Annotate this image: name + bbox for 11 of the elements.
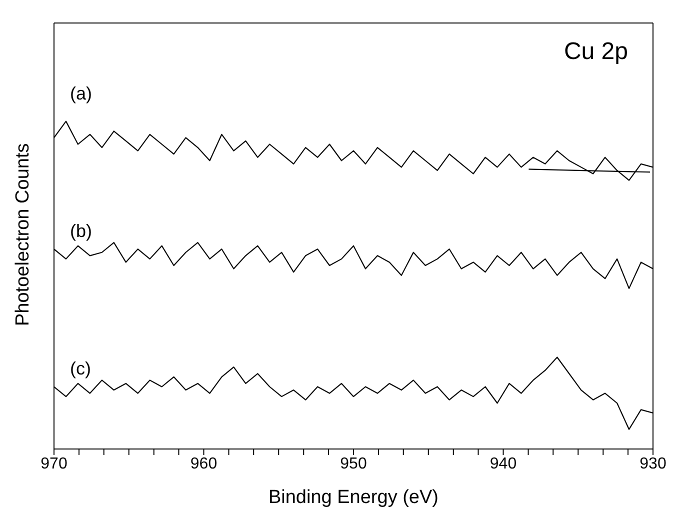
series-label: (a) (70, 83, 92, 104)
x-tick-label: 940 (490, 455, 517, 472)
series-label: (b) (70, 220, 92, 241)
series-label: (c) (70, 358, 91, 379)
chart-title: Cu 2p (564, 38, 628, 66)
x-tick-label: 950 (340, 455, 367, 472)
x-tick-label: 960 (190, 455, 218, 472)
x-tick-label: 970 (40, 455, 68, 472)
x-tick-label: 930 (640, 455, 666, 472)
x-axis-title: Binding Energy (eV) (268, 487, 439, 508)
y-axis-title: Photoelectron Counts (12, 143, 34, 326)
